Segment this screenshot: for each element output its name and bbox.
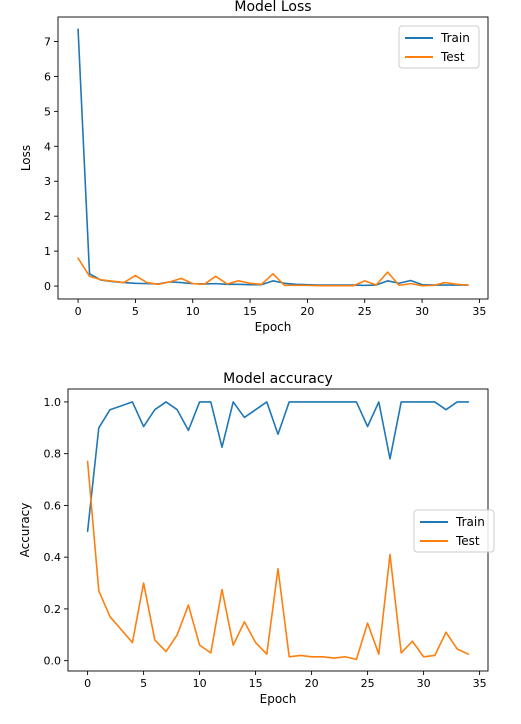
x-tick-label: 30 <box>417 677 431 690</box>
y-tick-label: 4 <box>44 140 51 153</box>
legend: Train Test <box>413 509 495 553</box>
x-axis-label: Epoch <box>260 692 297 706</box>
y-tick-label: 6 <box>44 70 51 83</box>
y-tick-label: 0.6 <box>44 499 62 512</box>
legend: Train Test <box>398 25 480 69</box>
x-tick-label: 5 <box>132 305 139 318</box>
x-tick-label: 0 <box>84 677 91 690</box>
legend-label-test: Test <box>440 50 465 64</box>
x-tick-label: 10 <box>186 305 200 318</box>
series-line-test <box>86 460 470 661</box>
x-tick-label: 35 <box>473 677 487 690</box>
x-tick-label: 35 <box>472 305 486 318</box>
x-tick-label: 20 <box>300 305 314 318</box>
y-tick-label: 0.4 <box>44 551 62 564</box>
x-axis-label: Epoch <box>255 320 292 334</box>
y-tick-label: 2 <box>44 210 51 223</box>
x-tick-label: 20 <box>305 677 319 690</box>
x-tick-label: 25 <box>358 305 372 318</box>
axes-frame <box>57 16 489 300</box>
series-line-train <box>86 401 470 533</box>
x-tick-label: 15 <box>243 305 257 318</box>
chart-1: Model Loss 0 5 10 15 20 25 30 35 0 1 2 3 4 5 6 7 Epoch Los… <box>19 0 489 334</box>
chart-title: Model Loss <box>234 0 311 15</box>
legend-label-train: Train <box>440 31 470 45</box>
x-tick-label: 15 <box>249 677 263 690</box>
y-tick-label: 7 <box>44 35 51 48</box>
series-line-train <box>77 28 469 287</box>
x-tick-label: 5 <box>140 677 147 690</box>
y-tick-label: 0 <box>44 280 51 293</box>
y-tick-label: 1 <box>44 245 51 258</box>
legend-label-train: Train <box>455 515 485 529</box>
y-tick-label: 3 <box>44 175 51 188</box>
y-axis-label: Accuracy <box>18 503 32 558</box>
x-tick-label: 10 <box>193 677 207 690</box>
y-tick-label: 0.2 <box>44 603 62 616</box>
legend-label-test: Test <box>455 534 480 548</box>
y-tick-label: 1.0 <box>44 396 62 409</box>
y-tick-label: 0.0 <box>44 655 62 668</box>
y-tick-label: 0.8 <box>44 448 62 461</box>
x-tick-label: 0 <box>75 305 82 318</box>
y-tick-label: 5 <box>44 105 51 118</box>
chart-title: Model accuracy <box>223 371 333 387</box>
series-line-test <box>77 257 469 287</box>
y-axis-label: Loss <box>19 145 33 171</box>
x-tick-label: 25 <box>361 677 375 690</box>
chart-2: Model accuracy 0 5 10 15 20 25 30 35 0.0 0.2 0.4 0.6… <box>18 371 495 706</box>
x-tick-label: 30 <box>415 305 429 318</box>
